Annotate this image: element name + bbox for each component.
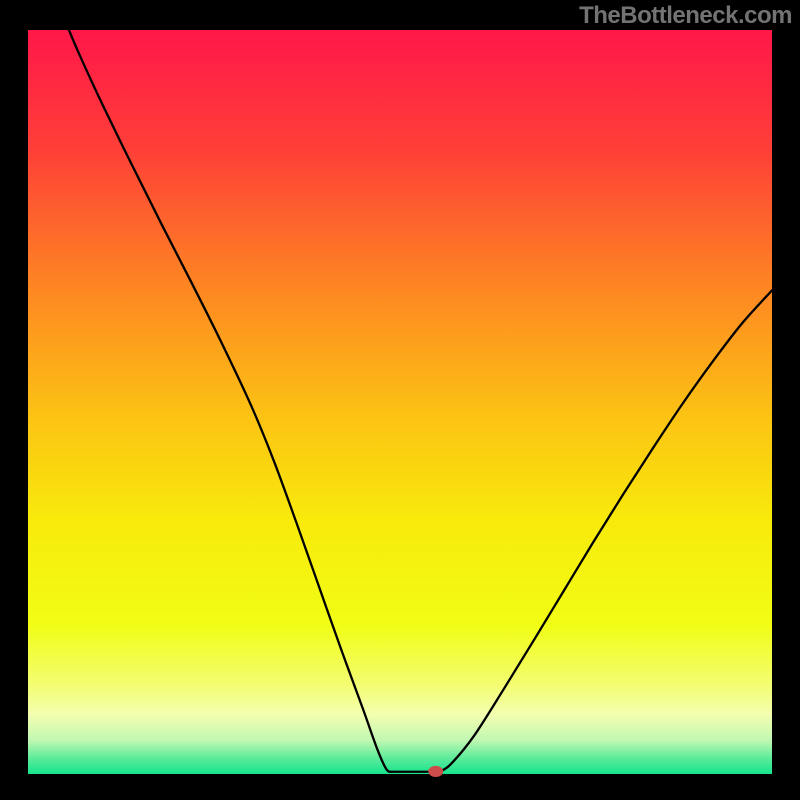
chart-stage: TheBottleneck.com [0, 0, 800, 800]
attribution-label: TheBottleneck.com [579, 2, 792, 30]
optimal-point-marker [428, 766, 443, 777]
bottleneck-curve-chart [0, 0, 800, 800]
chart-gradient-bg [28, 30, 772, 774]
